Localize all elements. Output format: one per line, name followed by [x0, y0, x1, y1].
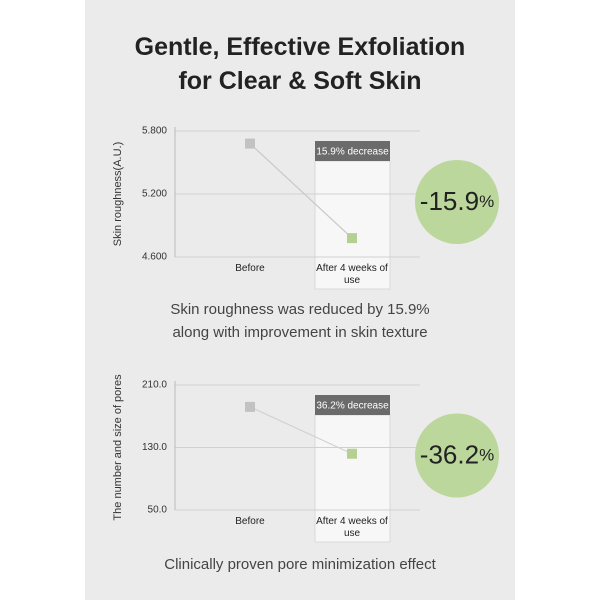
y-tick-label: 210.0 [142, 380, 167, 391]
title-line: Gentle, Effective Exfoliation [134, 33, 466, 61]
y-tick-label: 50.0 [148, 505, 168, 516]
line [249, 406, 353, 455]
caption-line: Skin roughness was reduced by 15.9% [170, 301, 430, 318]
line [249, 143, 353, 239]
y-tick-label: 130.0 [142, 442, 167, 453]
badge-circle [415, 413, 499, 498]
x-tick-label: Before [235, 263, 265, 274]
x-tick-label: After 4 weeks of use [316, 263, 388, 286]
badge-circle [415, 160, 499, 244]
caption-line: Clinically proven pore minimization effe… [164, 556, 436, 573]
caption: Clinically proven pore minimization effe… [85, 553, 515, 576]
title: Gentle, Effective Exfoliation for Clear … [85, 30, 515, 98]
badge-value: -15.9 [420, 186, 479, 216]
x-tick-label: Before [235, 516, 265, 527]
y-tick-label: 5.200 [142, 189, 167, 200]
y-axis-label: The number and size of pores [112, 374, 124, 521]
x-tick-label: After 4 weeks of use [316, 516, 388, 539]
y-tick-label: 5.800 [142, 126, 167, 137]
badge: -36.2% [420, 439, 494, 469]
badge-unit: % [479, 446, 494, 465]
annotation: 36.2% decrease [316, 401, 389, 412]
y-tick-label: 4.600 [142, 252, 167, 263]
highlight-column [314, 414, 391, 543]
point [347, 233, 357, 244]
annotation-box [315, 395, 390, 415]
caption: Skin roughness was reduced by 15.9% along… [85, 298, 515, 344]
y-axis-label: Skin roughness(A.U.) [112, 142, 124, 247]
point [245, 138, 255, 149]
point [245, 401, 255, 412]
badge-unit: % [479, 192, 494, 211]
annotation: 15.9% decrease [316, 147, 389, 158]
panel [85, 0, 515, 600]
badge-value: -36.2 [420, 439, 479, 469]
caption-line: along with improvement in skin texture [172, 324, 428, 341]
annotation-box [315, 141, 390, 161]
title-line: for Clear & Soft Skin [178, 67, 422, 95]
point [347, 448, 357, 459]
badge: -15.9% [420, 186, 494, 216]
highlight-column [314, 160, 391, 290]
